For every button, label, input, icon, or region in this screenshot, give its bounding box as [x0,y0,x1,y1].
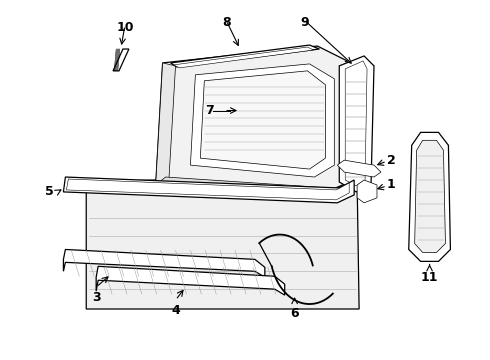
Text: 4: 4 [171,304,180,317]
Polygon shape [200,71,325,169]
Polygon shape [191,64,334,177]
Polygon shape [63,249,265,277]
Polygon shape [113,49,129,71]
Text: 8: 8 [222,16,230,29]
Text: 2: 2 [387,154,395,167]
Polygon shape [171,45,319,67]
Polygon shape [409,132,450,261]
Text: 10: 10 [116,21,134,34]
Text: 1: 1 [387,179,395,192]
Polygon shape [156,177,329,195]
Text: 3: 3 [92,291,100,304]
Polygon shape [173,47,314,68]
Polygon shape [339,56,374,192]
Text: 6: 6 [290,307,299,320]
Polygon shape [63,177,354,203]
Polygon shape [357,180,377,203]
Text: 5: 5 [45,185,53,198]
Polygon shape [337,160,381,177]
Polygon shape [66,179,349,200]
Text: 11: 11 [421,271,439,284]
Polygon shape [96,266,285,295]
Polygon shape [156,46,354,195]
Polygon shape [156,63,175,185]
Polygon shape [345,61,367,186]
Text: 9: 9 [300,16,309,29]
Polygon shape [86,180,359,309]
Text: 7: 7 [205,104,214,117]
Polygon shape [415,140,445,252]
